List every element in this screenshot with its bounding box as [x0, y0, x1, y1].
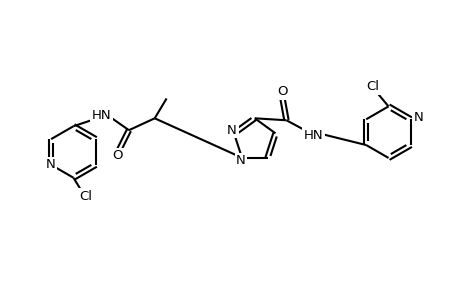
Text: O: O — [112, 149, 122, 162]
Text: N: N — [227, 124, 236, 137]
Text: Cl: Cl — [365, 80, 378, 93]
Text: N: N — [45, 158, 55, 171]
Text: Cl: Cl — [78, 190, 92, 203]
Text: N: N — [413, 111, 423, 124]
Text: HN: HN — [303, 129, 322, 142]
Text: HN: HN — [91, 109, 111, 122]
Text: N: N — [235, 154, 245, 167]
Text: O: O — [277, 85, 287, 98]
